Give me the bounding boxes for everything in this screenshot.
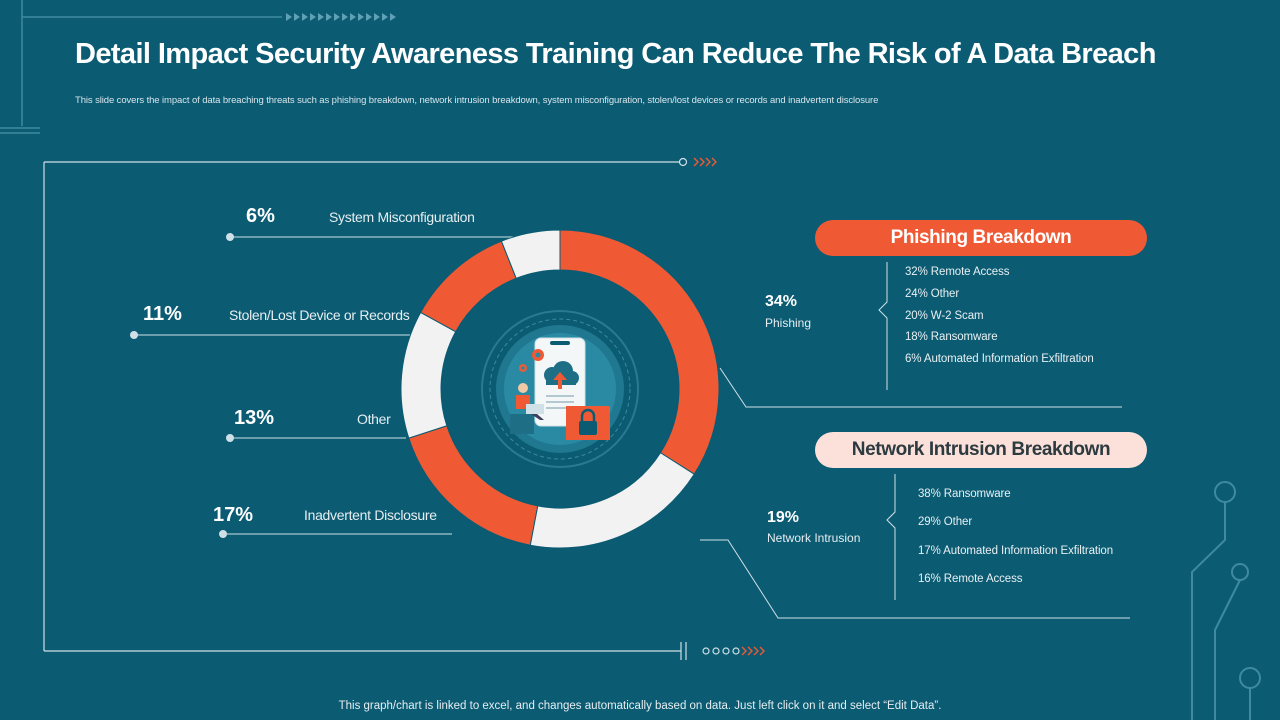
inadvertent-pct: 17% <box>213 504 254 526</box>
list-item: 17% Automated Information Exfiltration <box>918 545 1114 557</box>
center-illustration <box>442 271 678 507</box>
top-arrows-decor <box>286 13 396 21</box>
corner-decor <box>0 0 282 134</box>
person-laptop-icon <box>510 383 544 434</box>
list-item: 38% Ransomware <box>918 488 1011 500</box>
phishing-breakdown-pill: Phishing Breakdown <box>815 220 1147 256</box>
network-intrusion-breakdown-pill: Network Intrusion Breakdown <box>815 432 1147 468</box>
stolen-lost-label: Stolen/Lost Device or Records <box>229 307 410 323</box>
system-misconfig-pct: 6% <box>246 205 275 227</box>
list-item: 16% Remote Access <box>918 573 1023 585</box>
phishing-pct: 34% <box>765 293 798 310</box>
page-subtitle: This slide covers the impact of data bre… <box>75 95 879 106</box>
network-intrusion-label: Network Intrusion <box>767 531 861 545</box>
donut-segment-phishing <box>559 229 720 475</box>
cloud-upload-security-icon <box>544 361 579 409</box>
gear-icon <box>519 349 544 372</box>
donut-chart <box>400 229 720 549</box>
page-title: Detail Impact Security Awareness Trainin… <box>75 38 1156 70</box>
donut-segment-system-misconfiguration <box>500 229 561 280</box>
list-item: 24% Other <box>905 288 960 300</box>
other-pct: 13% <box>234 407 275 429</box>
stolen-lost-pct: 11% <box>143 303 182 325</box>
chart-frame <box>43 157 740 660</box>
list-brackets <box>878 262 896 600</box>
left-leaders <box>130 233 514 538</box>
list-item: 18% Ransomware <box>905 331 998 343</box>
frame-arrows <box>693 157 765 656</box>
phishing-label: Phishing <box>765 316 812 330</box>
network-intrusion-pct: 19% <box>767 509 800 526</box>
list-item: 32% Remote Access <box>905 266 1010 278</box>
padlock-icon <box>566 406 610 440</box>
list-item: 29% Other <box>918 516 973 528</box>
circuit-decor <box>1191 481 1261 720</box>
list-item: 20% W-2 Scam <box>905 310 984 322</box>
other-label: Other <box>357 411 391 427</box>
list-item: 6% Automated Information Exfiltration <box>905 353 1094 365</box>
system-misconfig-label: System Misconfiguration <box>329 209 475 225</box>
right-leaders <box>700 367 1130 619</box>
footer-note: This graph/chart is linked to excel, and… <box>338 700 942 712</box>
inadvertent-label: Inadvertent Disclosure <box>304 507 437 523</box>
